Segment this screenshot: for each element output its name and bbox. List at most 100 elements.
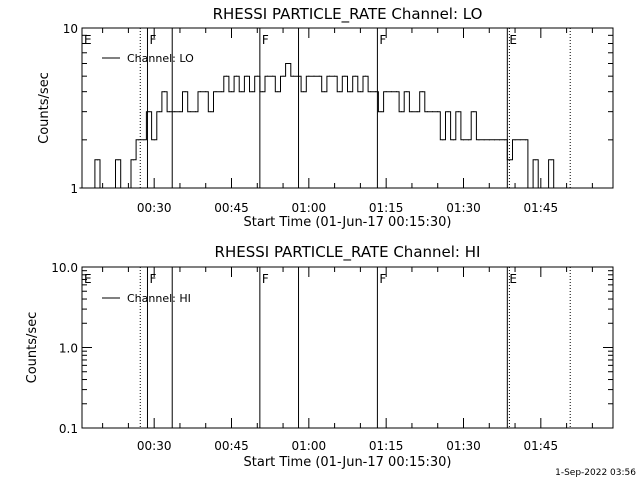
event-marker-label: E — [84, 272, 92, 286]
data-point — [354, 75, 356, 77]
data-point — [530, 187, 532, 189]
y-tick-label: 0.1 — [59, 422, 78, 436]
chart-panel-0: RHESSI PARTICLE_RATE Channel: LO 1 10 00:30… — [37, 5, 614, 230]
x-tick-label: 01:00 — [292, 201, 327, 215]
event-marker-label: F — [149, 33, 156, 47]
data-point — [457, 111, 459, 113]
data-point — [256, 75, 258, 77]
data-point — [303, 91, 305, 93]
data-point — [133, 159, 135, 161]
x-axis-label: Start Time (01-Jun-17 00:15:30) — [244, 455, 452, 470]
data-point — [545, 187, 547, 189]
event-marker-label: F — [262, 33, 269, 47]
data-point — [287, 62, 289, 64]
data-point — [282, 75, 284, 77]
data-point — [540, 187, 542, 189]
data-point — [313, 75, 315, 77]
data-point — [163, 91, 165, 93]
data-point — [205, 91, 207, 93]
data-point — [401, 111, 403, 113]
data-point — [220, 91, 222, 93]
data-point — [339, 91, 341, 93]
data-point — [117, 159, 119, 161]
data-point — [432, 111, 434, 113]
data-point — [478, 139, 480, 141]
data-point — [359, 91, 361, 93]
x-tick-label: 01:30 — [446, 439, 481, 453]
data-point — [251, 91, 253, 93]
data-point — [365, 75, 367, 77]
data-point — [241, 91, 243, 93]
event-marker-label: F — [149, 272, 156, 286]
data-point — [483, 139, 485, 141]
x-tick-label: 01:30 — [446, 201, 481, 215]
data-point — [318, 75, 320, 77]
data-point — [81, 187, 83, 189]
data-point — [158, 111, 160, 113]
series-line-0 — [79, 63, 570, 189]
data-point — [323, 91, 325, 93]
event-marker-label: F — [262, 272, 269, 286]
data-point — [292, 75, 294, 77]
data-point — [375, 91, 377, 93]
data-point — [426, 111, 428, 113]
data-point — [194, 111, 196, 113]
chart-title: RHESSI PARTICLE_RATE Channel: LO — [213, 5, 483, 24]
legend-label: Channel: HI — [127, 292, 191, 305]
data-point — [468, 139, 470, 141]
x-tick-label: 01:45 — [524, 439, 559, 453]
data-point — [452, 139, 454, 141]
data-point — [102, 187, 104, 189]
data-point — [473, 111, 475, 113]
data-point — [514, 139, 516, 141]
data-point — [179, 111, 181, 113]
data-point — [535, 159, 537, 161]
data-point — [328, 75, 330, 77]
data-point — [509, 159, 511, 161]
event-marker-label: E — [509, 272, 517, 286]
data-point — [298, 75, 300, 77]
y-tick-label: 10 — [63, 22, 78, 36]
data-point — [261, 91, 263, 93]
data-point — [277, 91, 279, 93]
y-tick-label: 1.0 — [59, 342, 78, 356]
data-point — [344, 75, 346, 77]
y-tick-label: 10.0 — [51, 261, 78, 275]
x-axis-label: Start Time (01-Jun-17 00:15:30) — [244, 215, 452, 230]
data-point — [349, 91, 351, 93]
data-point — [138, 139, 140, 141]
data-point — [236, 75, 238, 77]
x-tick-label: 00:30 — [137, 439, 172, 453]
data-point — [555, 187, 557, 189]
data-point — [96, 159, 98, 161]
data-point — [488, 139, 490, 141]
data-point — [416, 111, 418, 113]
data-point — [560, 187, 562, 189]
data-point — [411, 111, 413, 113]
legend-label: Channel: LO — [127, 52, 194, 65]
data-point — [308, 75, 310, 77]
data-point — [272, 75, 274, 77]
data-point — [153, 139, 155, 141]
data-point — [493, 139, 495, 141]
data-point — [499, 139, 501, 141]
data-point — [225, 75, 227, 77]
event-marker-label: F — [379, 33, 386, 47]
data-point — [442, 139, 444, 141]
data-point — [406, 91, 408, 93]
data-point — [519, 139, 521, 141]
data-point — [524, 139, 526, 141]
x-tick-label: 00:45 — [214, 201, 249, 215]
data-point — [437, 111, 439, 113]
data-point — [370, 91, 372, 93]
data-point — [122, 187, 124, 189]
data-point — [462, 139, 464, 141]
data-point — [385, 91, 387, 93]
data-point — [107, 187, 109, 189]
x-tick-label: 01:15 — [369, 439, 404, 453]
data-point — [200, 91, 202, 93]
y-tick-label: 1 — [70, 182, 78, 196]
data-point — [421, 91, 423, 93]
event-marker-label: F — [379, 272, 386, 286]
